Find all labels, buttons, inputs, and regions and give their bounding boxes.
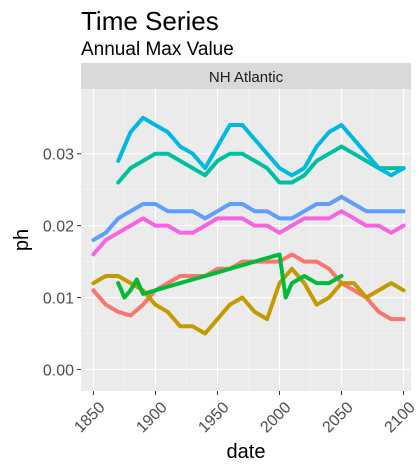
x-tick-label: 1950 bbox=[195, 399, 232, 436]
x-tick-label: 1850 bbox=[71, 399, 108, 436]
series-layer bbox=[91, 115, 406, 336]
facet-label: NH Atlantic bbox=[209, 69, 284, 86]
chart-title: Time Series bbox=[81, 6, 219, 36]
y-tick-label: 0.02 bbox=[43, 219, 74, 236]
series-line-7 bbox=[91, 209, 406, 257]
x-axis-title: date bbox=[227, 441, 266, 463]
x-tick-label: 1900 bbox=[133, 399, 170, 436]
chart-subtitle: Annual Max Value bbox=[81, 39, 234, 60]
y-tick-label: 0.03 bbox=[43, 147, 74, 164]
x-tick-label: 2100 bbox=[382, 399, 419, 436]
x-tick-label: 2000 bbox=[257, 399, 294, 436]
x-tick-label: 2050 bbox=[320, 399, 357, 436]
y-tick-label: 0.01 bbox=[43, 291, 74, 308]
series-line-6 bbox=[91, 194, 406, 242]
y-axis-title: ph bbox=[11, 229, 33, 251]
facet-strip bbox=[81, 63, 411, 89]
y-tick-label: 0.00 bbox=[43, 362, 74, 379]
series-line-4 bbox=[116, 144, 406, 185]
series-line-3 bbox=[116, 252, 344, 300]
series-line-5 bbox=[116, 115, 406, 178]
